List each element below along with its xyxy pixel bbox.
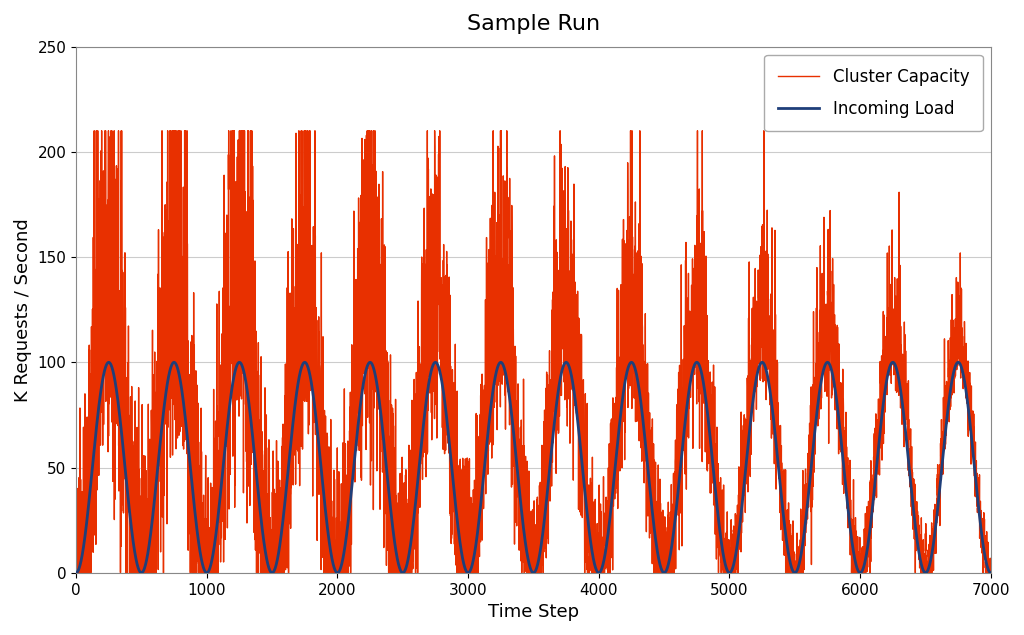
Cluster Capacity	[468, 569, 480, 577]
Cluster Capacity	[775, 454, 787, 462]
Line: Incoming Load: Incoming Load	[76, 363, 991, 573]
Incoming Load	[824, 363, 837, 370]
Cluster Capacity	[88, 127, 100, 135]
Cluster Capacity	[70, 569, 82, 577]
Cluster Capacity	[969, 450, 981, 457]
Incoming Load	[102, 359, 115, 366]
Incoming Load	[468, 553, 480, 561]
Cluster Capacity	[824, 267, 837, 275]
Title: Sample Run: Sample Run	[467, 14, 600, 34]
Incoming Load	[414, 458, 426, 466]
Incoming Load	[985, 569, 997, 577]
X-axis label: Time Step: Time Step	[487, 603, 579, 621]
Legend: Cluster Capacity, Incoming Load: Cluster Capacity, Incoming Load	[764, 55, 982, 131]
Incoming Load	[775, 488, 787, 495]
Incoming Load	[969, 462, 981, 470]
Line: Cluster Capacity: Cluster Capacity	[76, 131, 991, 573]
Cluster Capacity	[985, 569, 997, 577]
Incoming Load	[196, 558, 208, 566]
Cluster Capacity	[70, 547, 82, 554]
Cluster Capacity	[196, 569, 208, 577]
Y-axis label: K Requests / Second: K Requests / Second	[14, 218, 32, 401]
Incoming Load	[70, 569, 82, 577]
Cluster Capacity	[414, 377, 426, 385]
